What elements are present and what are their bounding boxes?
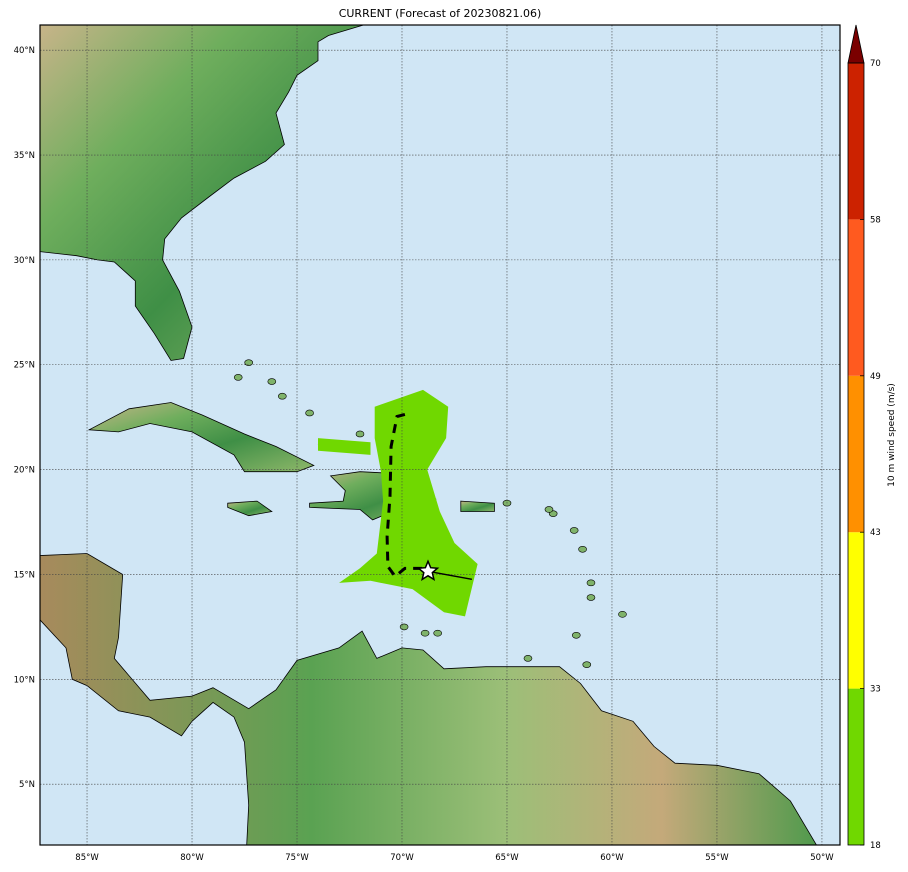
- lat-tick-label: 40°N: [14, 46, 35, 56]
- past-track: [427, 570, 473, 580]
- landmass-north-america: [40, 25, 365, 361]
- island: [578, 545, 587, 553]
- island: [233, 374, 243, 381]
- colorbar-label: 10 m wind speed (m/s): [887, 383, 897, 487]
- island: [244, 359, 254, 366]
- landmass-jamaica: [227, 500, 273, 517]
- island: [355, 430, 365, 438]
- island: [523, 655, 533, 662]
- colorbar-segment: [848, 63, 864, 220]
- island: [618, 611, 627, 618]
- colorbar-extend-arrow: [847, 24, 865, 64]
- colorbar-tick-label: 58: [870, 215, 881, 225]
- island: [305, 409, 314, 417]
- island: [586, 594, 596, 601]
- colorbar-tick-label: 18: [870, 841, 881, 851]
- current-position-star-icon: [416, 559, 440, 581]
- island: [586, 579, 596, 587]
- map-frame: [39, 24, 841, 846]
- lon-tick-label: 75°W: [285, 853, 309, 863]
- island: [278, 392, 287, 400]
- colorbar-tick-label: 49: [870, 372, 881, 382]
- lon-tick-label: 55°W: [705, 853, 729, 863]
- wind-swath: [339, 389, 478, 617]
- lat-tick-label: 25°N: [14, 361, 35, 371]
- colorbar-segment: [848, 532, 864, 689]
- lon-tick-label: 85°W: [75, 853, 99, 863]
- island: [433, 629, 442, 637]
- lat-tick-label: 15°N: [14, 570, 35, 580]
- lon-tick-label: 65°W: [495, 853, 519, 863]
- island: [267, 378, 277, 385]
- lat-tick-label: 10°N: [14, 675, 35, 685]
- island: [420, 629, 430, 637]
- forecast-track: [385, 412, 429, 579]
- landmass-central-south-america: [40, 553, 817, 845]
- colorbar-segment: [848, 375, 864, 533]
- wind-swath-band: [318, 438, 371, 455]
- island: [569, 527, 579, 534]
- island: [571, 631, 581, 639]
- colorbar-segment: [848, 219, 864, 376]
- map-title: CURRENT (Forecast of 20230821.06): [338, 7, 542, 20]
- colorbar-frame: [847, 62, 865, 846]
- lat-tick-label: 30°N: [14, 256, 35, 266]
- lon-tick-label: 60°W: [600, 853, 624, 863]
- colorbar-segment: [848, 688, 864, 845]
- lat-tick-label: 20°N: [14, 466, 35, 476]
- lat-tick-label: 35°N: [14, 151, 35, 161]
- lon-tick-label: 50°W: [810, 853, 834, 863]
- island: [544, 506, 554, 513]
- lat-tick-label: 5°N: [19, 780, 35, 790]
- colorbar-tick-label: 70: [870, 59, 881, 69]
- lon-tick-label: 80°W: [180, 853, 204, 863]
- colorbar-tick-label: 33: [870, 685, 881, 695]
- landmass-puerto-rico: [460, 500, 495, 512]
- lon-tick-label: 70°W: [390, 853, 414, 863]
- colorbar-tick-label: 43: [870, 528, 881, 538]
- landmass-cuba: [87, 402, 315, 473]
- island: [582, 661, 592, 668]
- island: [399, 623, 409, 631]
